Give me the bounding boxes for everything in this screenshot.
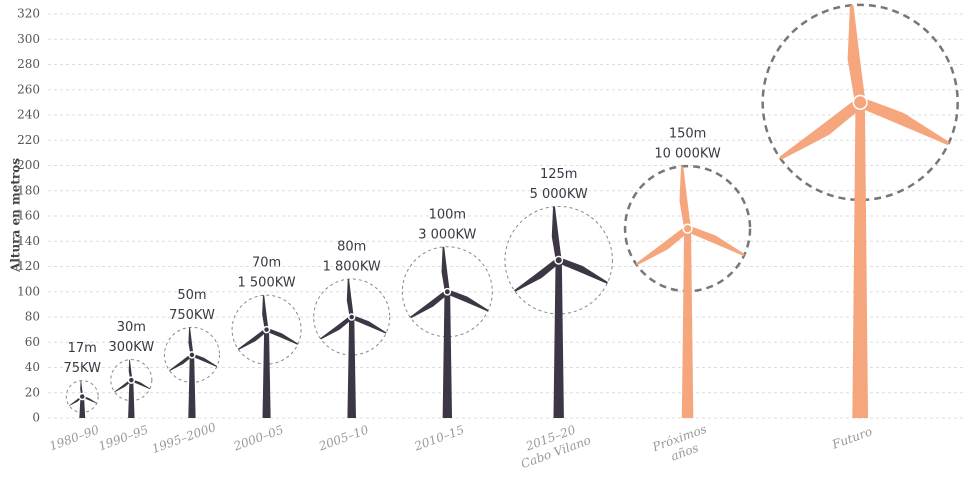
y-tick-label: 280 <box>17 57 40 71</box>
tower <box>852 102 869 418</box>
turbine <box>623 164 752 418</box>
y-tick-label: 140 <box>17 234 40 248</box>
tower <box>79 396 86 418</box>
x-tick-label: 1995–2000 <box>150 419 218 455</box>
blade <box>441 246 450 292</box>
blade <box>114 379 132 393</box>
blade <box>188 327 194 356</box>
blade <box>847 5 866 103</box>
rotor-circle <box>313 278 391 356</box>
turbine <box>761 3 959 418</box>
y-tick-label: 180 <box>17 183 40 197</box>
turbine <box>504 205 613 418</box>
x-tick-label: Futuro <box>829 424 874 452</box>
blade <box>262 295 269 330</box>
tower <box>442 291 453 418</box>
blade <box>350 315 387 334</box>
hub <box>127 376 136 384</box>
x-tick-label: 1980–90 <box>47 422 101 453</box>
blade <box>237 328 268 350</box>
height-label: 80m <box>337 240 366 255</box>
blade <box>446 289 489 312</box>
x-tick-label: 2010–15 <box>411 422 465 453</box>
hub <box>852 94 868 110</box>
tower <box>188 354 196 418</box>
blade <box>320 315 353 340</box>
y-tick-label: 60 <box>25 335 40 349</box>
power-label: 5 000KW <box>530 187 588 202</box>
y-tick-label: 200 <box>17 158 40 172</box>
x-tick-label: Próximosaños <box>650 421 714 468</box>
blade <box>557 257 608 284</box>
hub <box>443 287 452 296</box>
turbine <box>110 359 153 418</box>
blade <box>686 225 745 257</box>
blade <box>191 353 218 367</box>
tower <box>128 380 135 418</box>
power-label: 10 000KW <box>654 147 721 162</box>
blade <box>128 359 133 381</box>
turbine <box>401 246 493 418</box>
blade <box>80 380 84 397</box>
power-label: 750KW <box>169 308 215 323</box>
power-label: 300KW <box>108 340 154 355</box>
hub <box>188 351 196 359</box>
height-label: 70m <box>252 256 281 271</box>
y-tick-label: 220 <box>17 133 40 147</box>
x-tick-label: 2005–10 <box>316 422 371 453</box>
turbine <box>313 278 391 418</box>
power-label: 1 500KW <box>238 276 296 291</box>
hub <box>682 223 693 234</box>
blade <box>679 166 691 229</box>
turbine <box>163 326 220 418</box>
blade <box>514 257 561 292</box>
blade <box>169 353 193 372</box>
height-label: 50m <box>177 288 206 303</box>
x-tick-label: 1990–95 <box>96 422 149 453</box>
height-label: 150m <box>669 127 706 142</box>
x-tick-label: 2000–05 <box>231 422 285 453</box>
power-label: 3 000KW <box>418 227 476 242</box>
y-axis-label: Altura en metros <box>9 158 23 273</box>
y-tick-label: 120 <box>17 259 40 273</box>
rotor-circle <box>761 3 959 202</box>
blade <box>265 327 299 345</box>
rotor-circle <box>401 246 493 338</box>
tower <box>262 329 271 418</box>
y-tick-label: 320 <box>17 7 40 21</box>
height-label: 125m <box>540 167 577 182</box>
y-tick-label: 260 <box>17 82 40 96</box>
tower <box>347 317 356 418</box>
y-tick-label: 80 <box>25 310 40 324</box>
y-tick-label: 300 <box>17 32 40 46</box>
hub <box>554 255 564 265</box>
blade <box>857 97 950 146</box>
height-label: 100m <box>429 207 466 222</box>
hub <box>262 325 271 334</box>
y-tick-label: 40 <box>25 360 40 374</box>
blade <box>635 225 690 266</box>
y-tick-label: 20 <box>25 385 40 399</box>
blade <box>409 289 449 319</box>
x-tick-label: 2015–20Cabo Vilano <box>514 418 593 470</box>
y-tick-label: 0 <box>32 411 40 425</box>
y-tick-label: 160 <box>17 209 40 223</box>
blade <box>779 98 864 160</box>
height-label: 17m <box>68 341 97 356</box>
power-label: 75KW <box>64 361 102 376</box>
power-label: 1 800KW <box>323 260 381 275</box>
blade <box>346 279 354 318</box>
y-tick-label: 240 <box>17 108 40 122</box>
blade <box>130 379 151 390</box>
hub <box>347 313 356 321</box>
height-label: 30m <box>117 320 146 335</box>
turbine <box>231 294 302 418</box>
tower <box>681 228 694 418</box>
tower <box>553 260 564 418</box>
y-tick-label: 100 <box>17 284 40 298</box>
hub <box>78 392 87 401</box>
blade <box>551 206 562 261</box>
turbine <box>65 380 99 418</box>
